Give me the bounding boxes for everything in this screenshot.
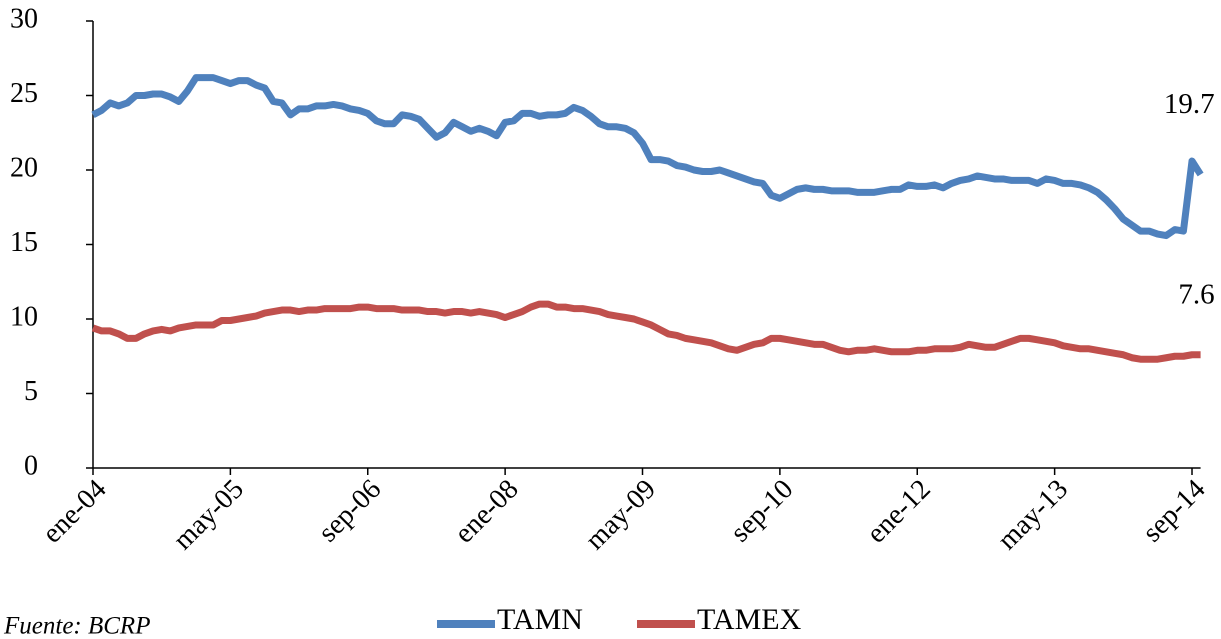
- annotation: 7.6: [1178, 278, 1214, 310]
- y-tick-label: 25: [10, 78, 38, 109]
- y-tick-label: 10: [10, 301, 38, 332]
- x-tick-label: ene-08: [449, 474, 525, 550]
- x-tick-label: may-09: [580, 474, 662, 556]
- series-line: [91, 74, 1204, 240]
- y-tick-label: 15: [10, 227, 38, 258]
- x-tick-label: may-05: [167, 474, 249, 556]
- source: Fuente: BCRP: [3, 613, 150, 639]
- x-tick-label: may-13: [992, 474, 1074, 556]
- x-tick-label: ene-04: [37, 474, 113, 550]
- x-tick-label: sep-14: [1137, 474, 1212, 549]
- x-tick-label: ene-12: [861, 474, 937, 550]
- y-tick-label: 5: [24, 376, 38, 407]
- y-tick-label: 20: [10, 152, 38, 183]
- annotation: 19.7: [1164, 88, 1215, 120]
- legend-label: TAMN: [497, 603, 583, 636]
- y-tick-label: 0: [24, 450, 38, 481]
- y-tick-label: 30: [10, 3, 38, 34]
- x-tick-label: sep-10: [725, 474, 800, 549]
- legend-label: TAMEX: [697, 603, 802, 636]
- series-line: [91, 300, 1201, 363]
- x-tick-label: sep-06: [313, 474, 388, 549]
